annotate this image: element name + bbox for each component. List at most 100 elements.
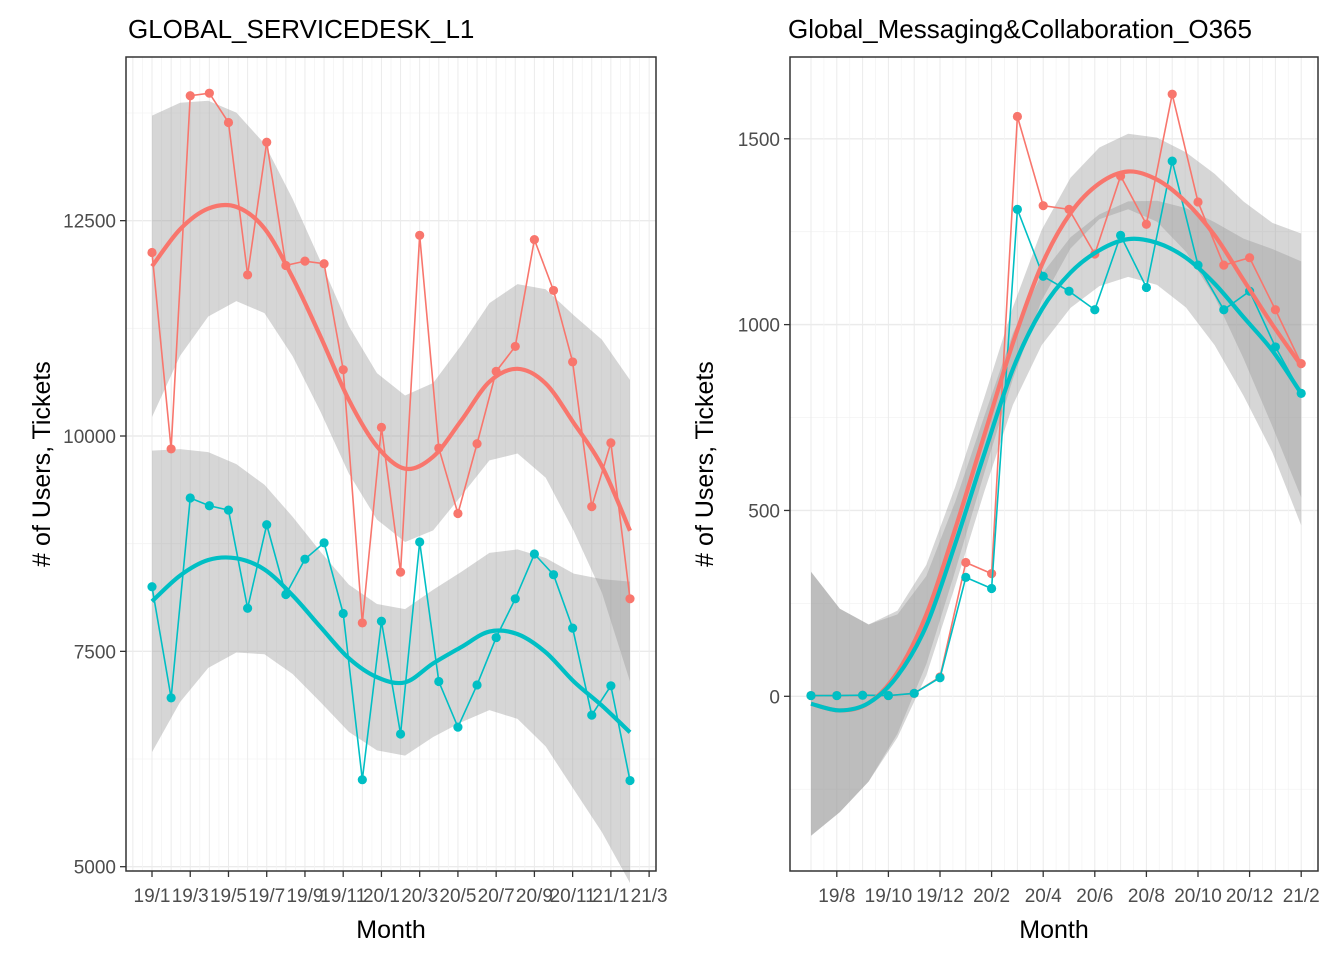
confidence-band-teal (152, 449, 630, 884)
x-tick-label: 20/3 (401, 886, 438, 907)
y-tick-label: 500 (748, 501, 780, 522)
data-point (529, 235, 540, 245)
y-tick-label: 1000 (738, 316, 780, 337)
data-point (1141, 219, 1151, 229)
data-point (223, 117, 234, 128)
data-point (883, 690, 894, 701)
data-point (909, 688, 919, 698)
data-point (223, 505, 234, 515)
x-tick-label: 19/1 (134, 886, 171, 907)
data-point (1193, 197, 1203, 207)
x-tick-label: 19/10 (865, 886, 913, 907)
data-point (1064, 286, 1074, 296)
data-point (300, 256, 310, 266)
x-tick-label: 20/1 (363, 886, 400, 907)
data-point (832, 690, 842, 701)
data-point (587, 502, 597, 512)
y-tick-label: 7500 (74, 642, 116, 663)
series-line-teal (151, 496, 631, 781)
y-tick-label: 10000 (63, 427, 116, 448)
chart-panel-servicedesk: 5000 7500 10000 12500 19/1 19/3 19/5 19/7 19/919… (28, 14, 668, 944)
data-point (491, 632, 501, 643)
data-point (510, 341, 520, 352)
data-point (510, 594, 520, 604)
chart-title: GLOBAL_SERVICEDESK_L1 (128, 14, 474, 44)
smooth-curve-teal (150, 555, 632, 734)
data-point (587, 710, 597, 720)
plot-background (790, 57, 1318, 871)
data-point (185, 493, 195, 503)
y-axis-label: # of Users, Tickets (28, 361, 56, 567)
data-point (472, 680, 482, 690)
chart-panel-o365: 0 500 1000 1500 19/8 19/10 19/12 20/2 20/4 20/6 20… (691, 14, 1320, 944)
x-tick-label: 20/2 (973, 886, 1010, 907)
data-point (568, 357, 578, 367)
x-tick-label: 20/4 (1025, 886, 1062, 907)
data-point (548, 570, 559, 580)
data-point (415, 537, 425, 547)
data-point (1012, 204, 1023, 214)
data-point (1012, 111, 1023, 122)
data-point (147, 247, 157, 258)
data-point (625, 775, 635, 786)
plot-border (125, 56, 657, 872)
data-point (395, 567, 406, 577)
smooth-curve-red (810, 169, 1303, 713)
data-point (1116, 230, 1126, 241)
data-point (1167, 89, 1177, 99)
x-tick-label: 20/6 (1076, 886, 1113, 907)
data-point (185, 91, 195, 101)
x-tick-label: 21/1 (592, 886, 629, 907)
x-tick-label: 20/10 (1174, 886, 1222, 907)
data-point (453, 722, 463, 732)
x-tick-label: 19/7 (248, 886, 285, 907)
data-point (243, 270, 253, 280)
x-tick-label: 20/11 (550, 886, 596, 907)
data-point (434, 676, 444, 687)
data-point (568, 623, 578, 633)
data-point (376, 616, 387, 626)
series-line-red (151, 92, 631, 624)
data-point (1038, 271, 1048, 281)
x-tick-label: 20/12 (1226, 886, 1274, 907)
data-point (548, 285, 559, 296)
data-point (357, 618, 367, 628)
data-point (1090, 305, 1100, 315)
x-tick-label: 19/12 (916, 886, 964, 907)
confidence-band-red (152, 100, 630, 682)
x-tick-label: 20/5 (439, 886, 476, 907)
data-point (935, 673, 945, 683)
chart-title: Global_Messaging&Collaboration_O365 (788, 14, 1252, 44)
data-point (376, 422, 387, 432)
data-point (987, 569, 997, 579)
y-tick-label: 12500 (63, 212, 116, 233)
x-axis-label: Month (1019, 916, 1088, 944)
x-tick-label: 20/9 (516, 886, 553, 907)
data-point (338, 608, 348, 619)
data-point (1219, 305, 1229, 315)
smooth-curve-red (150, 202, 632, 532)
x-tick-label: 21/2 (1283, 886, 1320, 907)
x-tick-label: 19/11 (320, 886, 366, 907)
data-point (319, 538, 329, 548)
data-point (1245, 253, 1255, 263)
y-axis-label: # of Users, Tickets (691, 361, 719, 567)
x-tick-label: 19/9 (286, 886, 323, 907)
data-point (262, 520, 272, 530)
data-point (453, 508, 463, 519)
confidence-band-red (811, 133, 1302, 836)
data-point (1219, 260, 1229, 270)
data-point (1270, 305, 1280, 315)
data-point (357, 775, 367, 785)
x-tick-label: 20/7 (478, 886, 515, 907)
data-point (204, 88, 214, 98)
data-point (395, 729, 406, 739)
data-point (606, 438, 616, 448)
data-point (166, 693, 176, 703)
data-point (204, 501, 214, 511)
y-tick-label: 0 (769, 687, 780, 708)
x-tick-label: 19/3 (172, 886, 209, 907)
data-point (987, 583, 997, 594)
data-point (166, 444, 176, 454)
